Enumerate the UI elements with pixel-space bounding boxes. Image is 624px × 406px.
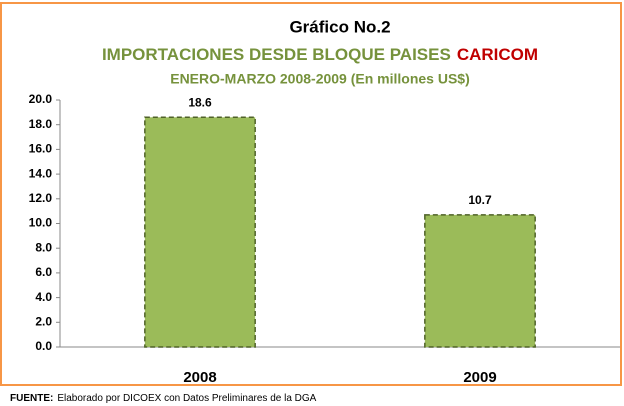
- x-tick-label: 2009: [463, 369, 496, 386]
- chart-subtitle: IMPORTACIONES DESDE BLOQUE PAISES CARICOM: [102, 45, 538, 64]
- y-tick-label: 6.0: [35, 265, 52, 279]
- bar: [144, 116, 256, 348]
- y-tick-label: 2.0: [35, 314, 52, 328]
- data-label: 18.6: [188, 95, 212, 109]
- source-label: FUENTE:: [10, 393, 53, 404]
- y-tick-label: 20.0: [29, 92, 53, 106]
- chart-title: Gráfico No.2: [289, 17, 390, 36]
- chart-period: ENERO-MARZO 2008-2009 (En millones US$): [170, 71, 470, 87]
- data-label: 10.7: [468, 193, 492, 207]
- subtitle-part: IMPORTACIONES DESDE BLOQUE PAISES: [102, 45, 451, 64]
- y-tick-label: 18.0: [29, 117, 53, 131]
- y-tick-label: 8.0: [35, 240, 52, 254]
- subtitle-part: CARICOM: [457, 45, 538, 64]
- y-tick-label: 14.0: [29, 166, 53, 180]
- y-tick-label: 0.0: [35, 339, 52, 353]
- bar: [424, 214, 536, 348]
- source-text: Elaborado por DICOEX con Datos Prelimina…: [57, 393, 316, 404]
- y-tick-label: 4.0: [35, 290, 52, 304]
- y-tick-label: 12.0: [29, 191, 53, 205]
- x-tick-label: 2008: [183, 369, 216, 386]
- y-tick-label: 16.0: [29, 142, 53, 156]
- y-tick-label: 10.0: [29, 216, 53, 230]
- source: FUENTE: Elaborado por DICOEX con Datos Pr…: [10, 393, 317, 404]
